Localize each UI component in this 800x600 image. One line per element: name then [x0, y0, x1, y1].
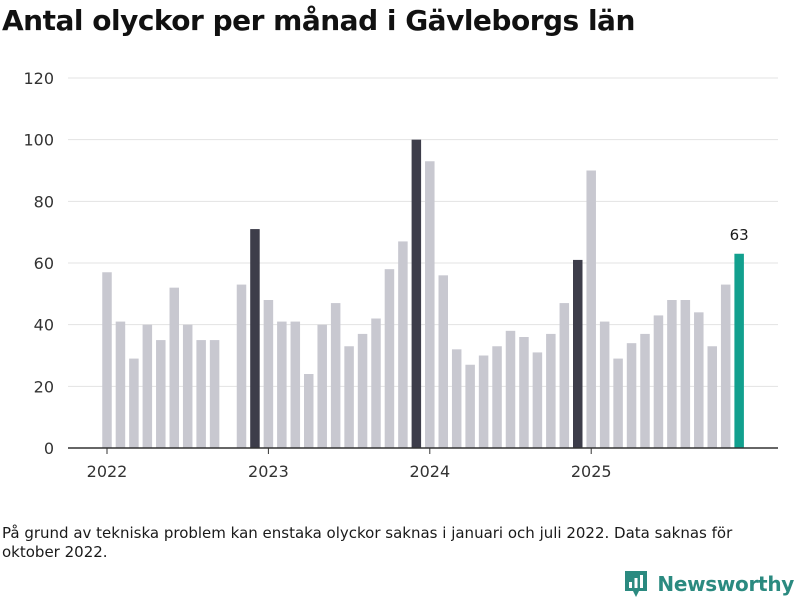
bar-2024-02: [438, 275, 448, 448]
bar-2025-09: [694, 312, 704, 448]
x-tick-label: 2025: [571, 462, 612, 481]
bar-2023-09: [371, 318, 381, 448]
bar-2024-01: [425, 161, 435, 448]
bar-2023-10: [384, 269, 395, 448]
bar-2024-06: [492, 346, 502, 448]
bar-2023-04: [304, 374, 314, 448]
x-axis: 2022 2023 2024 2025: [68, 447, 778, 481]
bar-2022-01: [102, 272, 112, 448]
bar-2023-12: [411, 139, 422, 448]
bar-2024-10: [546, 333, 556, 448]
y-axis: 0 20 40 60 80 100 120: [23, 69, 54, 458]
bar-2022-04: [142, 324, 153, 448]
bar-2025-10: [707, 346, 717, 448]
bar-2025-03: [613, 358, 623, 448]
bar-2022-02: [115, 321, 126, 448]
y-tick-label: 60: [34, 254, 54, 273]
brand[interactable]: Newsworthy: [623, 568, 794, 600]
bar-2022-12: [250, 229, 260, 448]
y-tick-label: 40: [34, 316, 54, 335]
y-tick-label: 80: [34, 192, 54, 211]
latest-value-label: 63: [730, 226, 749, 244]
bar-2022-06: [169, 287, 179, 448]
x-tick-label: 2024: [409, 462, 450, 481]
chart-title: Antal olyckor per månad i Gävleborgs län: [2, 4, 635, 37]
bar-2024-07: [505, 330, 516, 448]
bar-2023-08: [357, 333, 368, 448]
bar-2025-12: [734, 253, 744, 448]
newsworthy-logo-icon: [625, 571, 648, 597]
y-tick-label: 120: [23, 69, 54, 88]
bar-2025-05: [640, 333, 650, 448]
bar-2022-03: [129, 358, 139, 448]
bar-2024-08: [519, 337, 529, 448]
footnote: På grund av tekniska problem kan enstaka…: [2, 524, 733, 561]
bar-2022-11: [236, 284, 247, 448]
bar-2022-07: [182, 324, 193, 448]
bar-2022-08: [196, 340, 206, 448]
x-tick-label: 2023: [248, 462, 289, 481]
bar-2024-11: [559, 303, 570, 448]
bars: [102, 139, 744, 448]
bar-2023-02: [277, 321, 287, 448]
bar-2024-09: [532, 352, 543, 448]
bar-2024-05: [478, 355, 489, 448]
bar-2022-05: [156, 340, 166, 448]
bar-2025-01: [586, 170, 596, 448]
bar-2023-07: [344, 346, 354, 448]
bar-2025-06: [653, 315, 664, 448]
bar-2025-04: [626, 343, 637, 448]
y-tick-label: 0: [44, 439, 54, 458]
bar-2023-03: [290, 321, 301, 448]
y-tick-label: 100: [23, 131, 54, 150]
bar-chart: 0 20 40 60 80 100 120 2022 2023 2024 2025 63: [23, 69, 778, 481]
bar-2023-06: [330, 303, 341, 448]
bar-2024-12: [573, 259, 583, 448]
bar-2023-05: [317, 324, 327, 448]
bar-2024-03: [451, 349, 462, 448]
x-tick-label: 2022: [87, 462, 128, 481]
data-labels: 63: [730, 226, 749, 244]
bar-2025-07: [667, 300, 677, 448]
bar-2022-09: [209, 340, 220, 448]
bar-2025-02: [599, 321, 610, 448]
bar-2023-01: [263, 300, 274, 448]
bar-2024-04: [465, 364, 475, 448]
brand-name: Newsworthy: [657, 572, 794, 596]
y-tick-label: 20: [34, 377, 54, 396]
bar-2025-11: [720, 284, 731, 448]
bar-2025-08: [680, 300, 691, 448]
bar-2023-11: [398, 241, 408, 448]
